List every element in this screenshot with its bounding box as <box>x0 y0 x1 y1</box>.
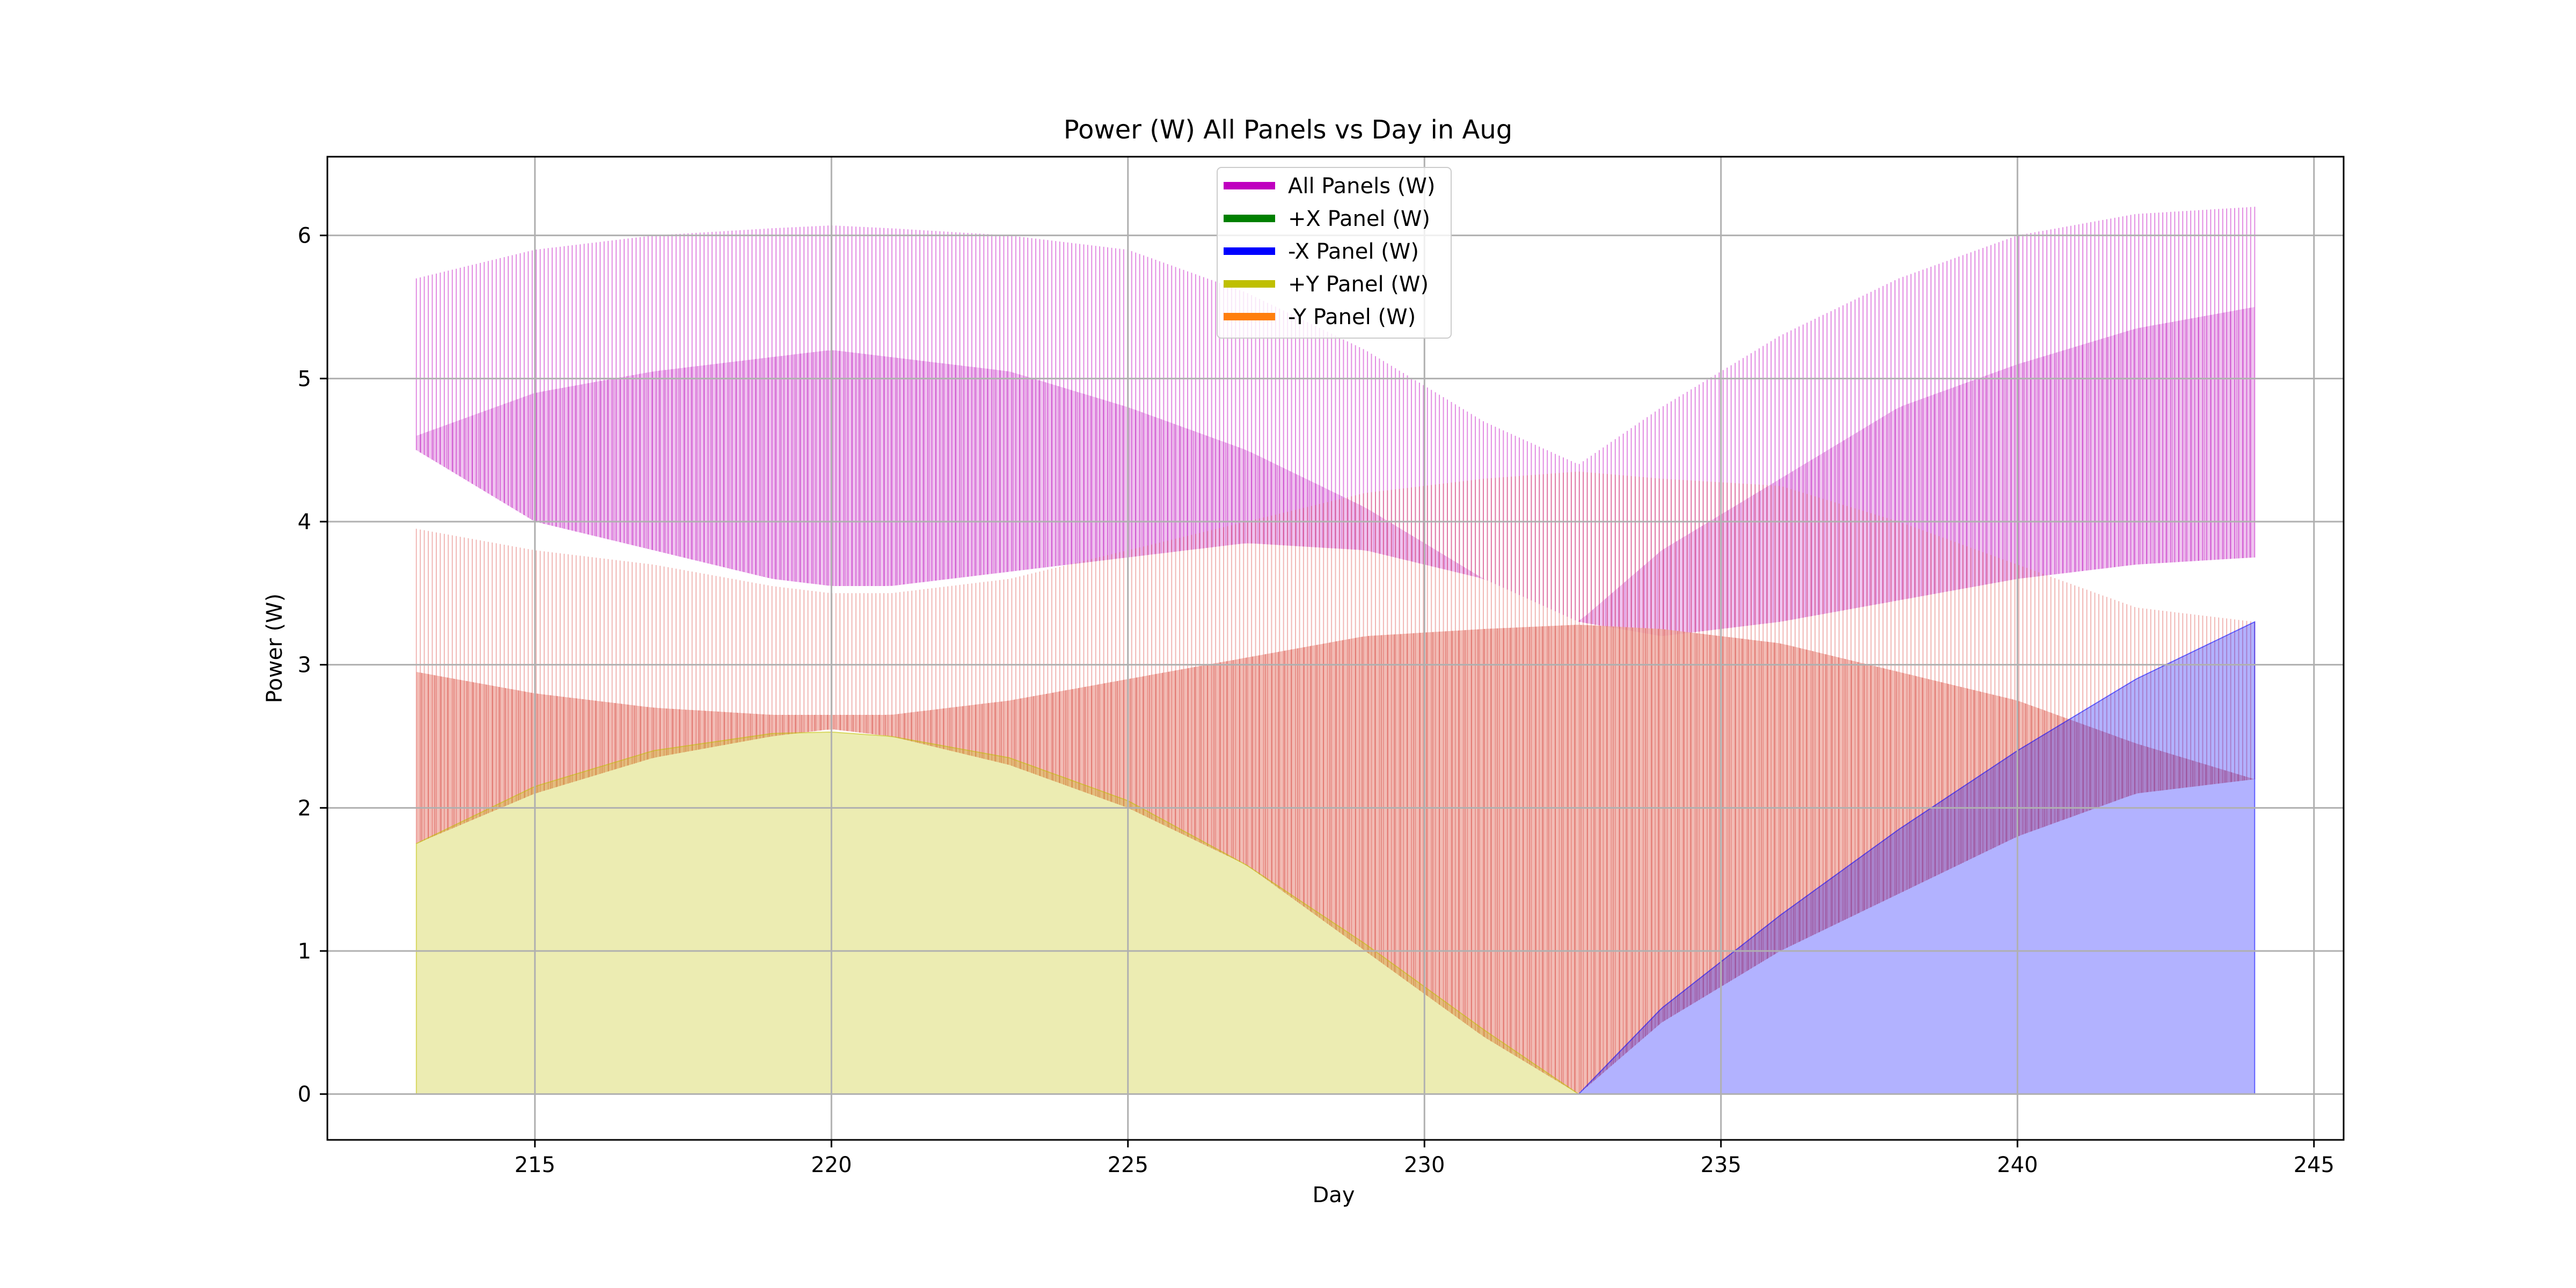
x-axis-label: Day <box>1313 1183 1355 1208</box>
y-tick-label: 4 <box>298 510 311 535</box>
series-minus-x <box>1577 621 2256 1095</box>
y-tick-label: 2 <box>298 796 311 821</box>
legend: All Panels (W) +X Panel (W) -X Panel (W) +Y… <box>1217 167 1452 339</box>
grid <box>327 157 2344 1140</box>
series-minus-y-body <box>416 625 2255 1094</box>
y-tick-label: 3 <box>298 653 311 678</box>
y-tick-label: 1 <box>298 939 311 964</box>
x-tick-label: 215 <box>515 1153 555 1177</box>
legend-box <box>1217 167 1452 339</box>
x-axis-ticks: 215 220 225 230 235 240 245 <box>515 1140 2334 1177</box>
series-minus-y <box>415 471 2256 1094</box>
plot-frame <box>326 156 2345 1141</box>
legend-label: +X Panel (W) <box>1288 207 1430 231</box>
y-axis-label: Power (W) <box>262 594 287 703</box>
y-tick-label: 5 <box>298 367 311 391</box>
y-tick-label: 6 <box>298 224 311 248</box>
series-minus-y-oscillation <box>415 471 2256 1094</box>
legend-label: -X Panel (W) <box>1288 239 1419 264</box>
x-tick-label: 225 <box>1108 1153 1148 1177</box>
x-tick-label: 230 <box>1404 1153 1445 1177</box>
x-tick-label: 235 <box>1701 1153 1741 1177</box>
series-layer <box>415 207 2256 1095</box>
y-tick-label: 0 <box>298 1082 311 1107</box>
legend-label: All Panels (W) <box>1288 174 1436 199</box>
legend-label: -Y Panel (W) <box>1288 305 1416 330</box>
series-all-panels-body <box>416 307 2255 636</box>
plot-area <box>415 207 2256 1095</box>
legend-label: +Y Panel (W) <box>1288 272 1429 297</box>
x-tick-label: 245 <box>2294 1153 2334 1177</box>
y-axis-ticks: 0 1 2 3 4 5 6 <box>298 224 327 1107</box>
x-tick-label: 220 <box>811 1153 852 1177</box>
chart-title: Power (W) All Panels vs Day in Aug <box>1064 115 1513 145</box>
x-tick-label: 240 <box>1997 1153 2038 1177</box>
series-plus-y <box>415 731 1580 1095</box>
